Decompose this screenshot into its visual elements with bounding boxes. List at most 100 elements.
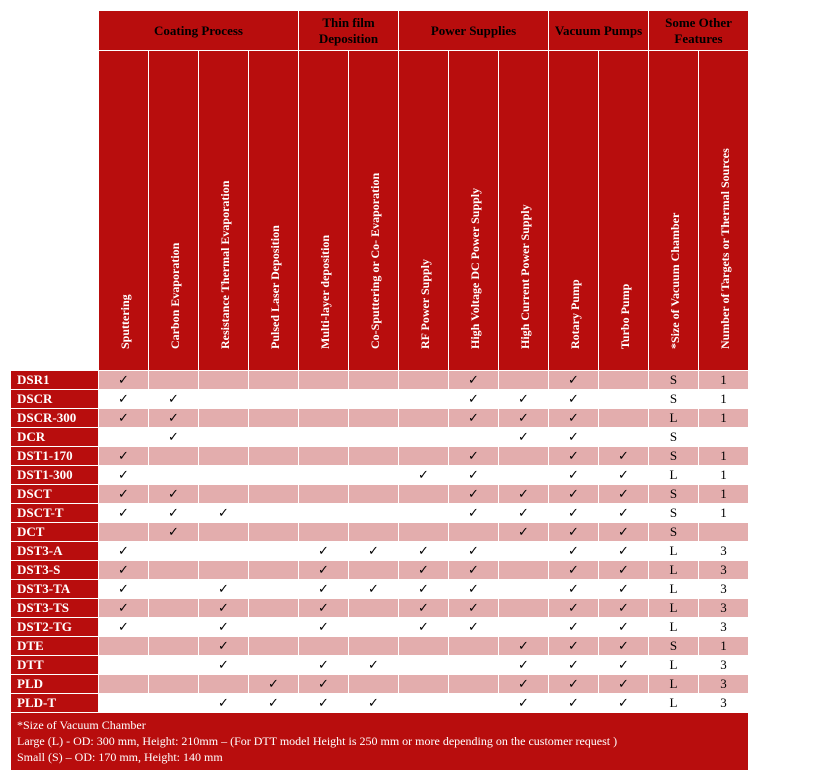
- data-cell: ✓: [499, 656, 549, 675]
- data-cell: [599, 390, 649, 409]
- table-row: PLD✓✓✓✓✓L3: [11, 675, 749, 694]
- data-cell: 1: [699, 466, 749, 485]
- data-cell: [399, 447, 449, 466]
- data-cell: L: [649, 599, 699, 618]
- column-header: Rotary Pump: [549, 51, 599, 371]
- row-label: DSCT: [11, 485, 99, 504]
- data-cell: [249, 580, 299, 599]
- data-cell: [249, 542, 299, 561]
- data-cell: [249, 390, 299, 409]
- data-cell: S: [649, 447, 699, 466]
- group-header: Coating Process: [99, 11, 299, 51]
- data-cell: [299, 409, 349, 428]
- data-cell: [449, 428, 499, 447]
- data-cell: ✓: [599, 542, 649, 561]
- data-cell: ✓: [599, 504, 649, 523]
- data-cell: [349, 428, 399, 447]
- data-cell: [249, 466, 299, 485]
- data-cell: [199, 409, 249, 428]
- data-cell: ✓: [149, 409, 199, 428]
- data-cell: [199, 371, 249, 390]
- data-cell: ✓: [549, 637, 599, 656]
- data-cell: [349, 390, 399, 409]
- data-cell: ✓: [499, 428, 549, 447]
- data-cell: S: [649, 485, 699, 504]
- row-label: DSCR: [11, 390, 99, 409]
- data-cell: ✓: [149, 504, 199, 523]
- data-cell: ✓: [299, 656, 349, 675]
- data-cell: ✓: [549, 523, 599, 542]
- column-header-label: Sputtering: [118, 294, 133, 349]
- data-cell: L: [649, 694, 699, 713]
- data-cell: ✓: [299, 618, 349, 637]
- data-cell: [299, 485, 349, 504]
- data-cell: [349, 561, 399, 580]
- data-cell: ✓: [549, 656, 599, 675]
- data-cell: ✓: [99, 542, 149, 561]
- column-header-label: *Size of Vacuum Chamber: [668, 213, 683, 349]
- data-cell: ✓: [499, 390, 549, 409]
- data-cell: [199, 675, 249, 694]
- column-header-label: Multi-layer deposition: [318, 235, 333, 349]
- data-cell: ✓: [349, 656, 399, 675]
- data-cell: ✓: [99, 409, 149, 428]
- data-cell: [249, 656, 299, 675]
- data-cell: ✓: [449, 580, 499, 599]
- row-label: DSCT-T: [11, 504, 99, 523]
- data-cell: [299, 428, 349, 447]
- column-header: Number of Targets or Thermal Sources: [699, 51, 749, 371]
- data-cell: [149, 447, 199, 466]
- data-cell: ✓: [199, 580, 249, 599]
- table-row: DSCT-T✓✓✓✓✓✓✓S1: [11, 504, 749, 523]
- data-cell: ✓: [449, 371, 499, 390]
- table-row: DST1-170✓✓✓✓S1: [11, 447, 749, 466]
- data-cell: ✓: [199, 637, 249, 656]
- table-row: PLD-T✓✓✓✓✓✓✓L3: [11, 694, 749, 713]
- data-cell: ✓: [449, 618, 499, 637]
- table-row: DSCT✓✓✓✓✓✓S1: [11, 485, 749, 504]
- data-cell: 3: [699, 580, 749, 599]
- data-cell: [499, 618, 549, 637]
- data-cell: ✓: [549, 618, 599, 637]
- data-cell: 1: [699, 390, 749, 409]
- data-cell: [249, 371, 299, 390]
- data-cell: ✓: [599, 485, 649, 504]
- data-cell: ✓: [299, 561, 349, 580]
- column-header-label: Carbon Evaporation: [168, 243, 183, 349]
- column-header: Turbo Pump: [599, 51, 649, 371]
- data-cell: ✓: [449, 504, 499, 523]
- data-cell: [299, 523, 349, 542]
- data-cell: [149, 618, 199, 637]
- data-cell: [449, 637, 499, 656]
- data-cell: [99, 656, 149, 675]
- data-cell: ✓: [149, 390, 199, 409]
- column-header: *Size of Vacuum Chamber: [649, 51, 699, 371]
- data-cell: ✓: [99, 466, 149, 485]
- data-cell: L: [649, 618, 699, 637]
- data-cell: ✓: [149, 523, 199, 542]
- data-cell: 3: [699, 694, 749, 713]
- data-cell: ✓: [299, 580, 349, 599]
- row-label: DST1-300: [11, 466, 99, 485]
- data-cell: ✓: [199, 504, 249, 523]
- data-cell: [99, 523, 149, 542]
- data-cell: ✓: [299, 675, 349, 694]
- table-row: DTT✓✓✓✓✓✓L3: [11, 656, 749, 675]
- data-cell: ✓: [549, 561, 599, 580]
- column-header-label: Rotary Pump: [568, 279, 583, 349]
- data-cell: 3: [699, 599, 749, 618]
- data-cell: [399, 371, 449, 390]
- data-cell: [499, 466, 549, 485]
- data-cell: ✓: [199, 694, 249, 713]
- data-cell: ✓: [549, 542, 599, 561]
- data-cell: [349, 504, 399, 523]
- data-cell: S: [649, 637, 699, 656]
- data-cell: ✓: [149, 485, 199, 504]
- data-cell: [399, 485, 449, 504]
- data-cell: [149, 466, 199, 485]
- table-row: DTE✓✓✓✓S1: [11, 637, 749, 656]
- data-cell: ✓: [99, 580, 149, 599]
- data-cell: [349, 618, 399, 637]
- data-cell: ✓: [599, 694, 649, 713]
- data-cell: [249, 409, 299, 428]
